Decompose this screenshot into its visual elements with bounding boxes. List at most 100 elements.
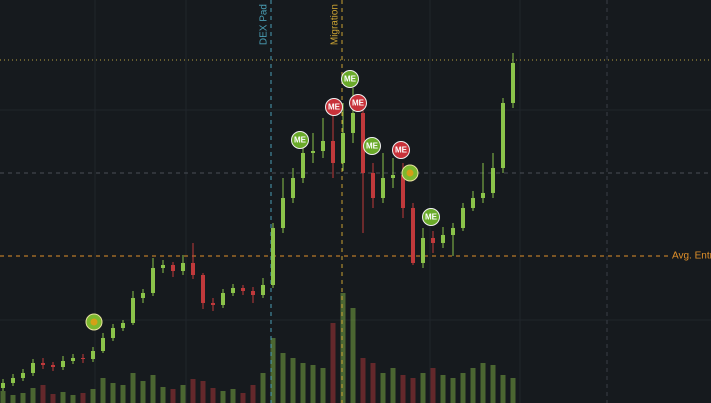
candle-body — [261, 285, 265, 295]
volume-bar — [10, 395, 16, 403]
candle-body — [441, 235, 445, 243]
candle-body — [41, 363, 45, 365]
icon-inner — [406, 169, 414, 177]
trade-marker: ME — [392, 141, 410, 159]
candle-body — [61, 361, 65, 367]
candle-body — [281, 198, 285, 228]
candle-body — [461, 208, 465, 228]
volume-bar — [490, 365, 496, 403]
candle-body — [31, 363, 35, 373]
volume-bar — [180, 385, 186, 403]
candle-body — [341, 133, 345, 163]
candle-body — [471, 198, 475, 208]
volume-bar — [300, 363, 306, 403]
marker-label: ME — [425, 213, 438, 222]
volume-bar — [240, 393, 246, 403]
volume-bar — [350, 308, 356, 403]
candle-body — [271, 228, 275, 285]
trade-marker: ME — [325, 98, 343, 116]
volume-bar — [470, 368, 476, 403]
candle-body — [331, 141, 335, 163]
marker-circle — [363, 137, 381, 155]
candle-body — [401, 175, 405, 208]
candle-body — [161, 265, 165, 268]
candle-body — [211, 303, 215, 305]
candle-body — [21, 373, 25, 378]
candle-body — [311, 151, 315, 153]
marker-label: ME — [328, 103, 341, 112]
candle-body — [241, 288, 245, 291]
marker-circle — [325, 98, 343, 116]
volume-bar — [220, 391, 226, 403]
volume-bar — [0, 391, 6, 403]
candle-body — [201, 275, 205, 303]
volume-bar — [420, 373, 426, 403]
volume-bar — [140, 381, 146, 403]
volume-bar — [400, 375, 406, 403]
marker-label: ME — [352, 99, 365, 108]
candle-body — [481, 193, 485, 198]
marker-circle — [422, 208, 440, 226]
volume-bar — [150, 375, 156, 403]
volume-bar — [360, 358, 366, 403]
candle-body — [361, 113, 365, 173]
marker-label: ME — [395, 146, 408, 155]
volume-bar — [70, 395, 76, 403]
candle-body — [391, 175, 395, 178]
marker-circle — [349, 94, 367, 112]
volume-bar — [120, 385, 126, 403]
volume-bar — [190, 379, 196, 403]
marker-label: ME — [294, 136, 307, 145]
marker-label: ME — [366, 142, 379, 151]
candle-body — [421, 238, 425, 263]
candle-body — [411, 208, 415, 263]
candle-body — [171, 265, 175, 271]
volume-bar — [130, 373, 136, 403]
volume-bar — [320, 368, 326, 403]
volume-bar — [280, 353, 286, 403]
volume-bar — [30, 388, 36, 403]
candle-body — [121, 323, 125, 328]
marker-circle — [291, 131, 309, 149]
volume-bar — [60, 392, 66, 403]
candle-body — [511, 63, 515, 103]
volume-bar — [160, 387, 166, 403]
trade-marker: ME — [422, 208, 440, 226]
volume-bar — [170, 389, 176, 403]
candle-body — [131, 298, 135, 323]
volume-bar — [340, 293, 346, 403]
candle-body — [251, 291, 255, 295]
candle-body — [51, 365, 55, 367]
volume-bar — [230, 389, 236, 403]
volume-bar — [390, 368, 396, 403]
volume-bar — [100, 378, 106, 403]
event-label: DEX Pad — [259, 4, 270, 45]
candle-body — [191, 263, 195, 275]
volume-bar — [500, 375, 506, 403]
candle-body — [221, 293, 225, 305]
candle-body — [111, 328, 115, 338]
event-label: Migration — [330, 4, 341, 45]
candle-body — [431, 238, 435, 243]
volume-bar — [290, 358, 296, 403]
candle-body — [291, 178, 295, 198]
volume-bar — [200, 381, 206, 403]
candle-body — [91, 351, 95, 359]
candle-body — [181, 263, 185, 271]
candle-body — [301, 153, 305, 178]
candle-body — [71, 358, 75, 361]
volume-bar — [450, 378, 456, 403]
icon-inner — [90, 318, 98, 326]
candle-body — [81, 358, 85, 359]
candle-body — [451, 228, 455, 235]
trade-marker: ME — [291, 131, 309, 149]
trade-marker: ME — [363, 137, 381, 155]
volume-bar — [510, 378, 516, 403]
volume-bar — [430, 368, 436, 403]
trade-marker: ME — [341, 70, 359, 88]
candle-body — [101, 338, 105, 351]
volume-bar — [80, 393, 86, 403]
volume-bar — [20, 393, 26, 403]
